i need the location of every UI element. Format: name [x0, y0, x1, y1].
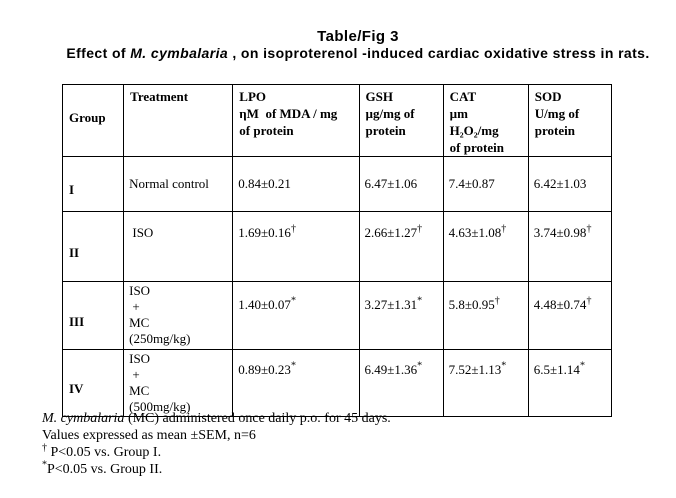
value-text: 0.84±0.21	[238, 176, 291, 191]
value-text: 2.66±1.27	[364, 225, 418, 240]
value-cell: 3.74±0.98†	[527, 211, 613, 282]
value-text: 4.48±0.74	[533, 297, 587, 312]
treatment-cell: Normal control	[123, 156, 234, 212]
footnote-text: P<0.05 vs. Group I.	[47, 445, 162, 460]
column-header-sod: SOD U/mg of protein	[527, 84, 613, 157]
group-cell: II	[61, 211, 125, 282]
significance-marker: *	[290, 295, 296, 307]
treatment-cell: ISO	[123, 211, 234, 282]
value-text: 5.8±0.95	[448, 297, 495, 312]
value-text: 6.42±1.03	[533, 176, 587, 191]
value-text: 6.47±1.06	[364, 176, 418, 191]
dagger-marker: †	[42, 442, 47, 454]
significance-marker: *	[417, 360, 423, 372]
value-text: 1.40±0.07	[238, 297, 291, 312]
value-text: 0.89±0.23	[238, 362, 291, 377]
column-header-gsh: GSH µg/mg of protein	[358, 84, 444, 157]
value-cell: 6.5±1.14*	[527, 349, 613, 417]
significance-marker: †	[501, 223, 507, 235]
significance-marker: †	[494, 295, 500, 307]
significance-marker: *	[290, 360, 296, 372]
significance-marker: *	[501, 360, 507, 372]
value-text: 7.52±1.13	[448, 362, 502, 377]
value-cell: 2.66±1.27†	[358, 211, 444, 282]
table-title: Table/Fig 3	[317, 28, 399, 45]
significance-marker: †	[586, 295, 592, 307]
column-header-group: Group	[61, 84, 125, 157]
value-cell: 1.69±0.16†	[232, 211, 360, 282]
value-cell: 6.42±1.03	[527, 156, 613, 212]
table-body: I Normal control 0.84±0.21 6.47±1.06 7.4±0.8…	[61, 156, 613, 417]
value-text: 1.69±0.16	[238, 225, 291, 240]
subtitle-suffix: , on isoproterenol -induced cardiac oxid…	[228, 45, 650, 61]
column-header-treatment: Treatment	[123, 84, 234, 157]
value-text: 6.5±1.14	[533, 362, 580, 377]
value-text: 3.27±1.31	[364, 297, 418, 312]
asterisk-marker: *	[42, 459, 47, 471]
subtitle-prefix: Effect of	[66, 45, 131, 61]
value-cell: 6.47±1.06	[358, 156, 444, 212]
footnote-asterisk: *P<0.05 vs. Group II.	[42, 459, 391, 478]
table-header-row: Group Treatment LPO ηM of MDA / mg of prot…	[61, 84, 613, 157]
column-header-lpo: LPO ηM of MDA / mg of protein	[232, 84, 360, 157]
group-cell: III	[61, 281, 125, 350]
value-cell: 4.63±1.08†	[442, 211, 529, 282]
table-subtitle: Effect of M. cymbalaria , on isoproteren…	[40, 45, 676, 62]
treatment-cell: ISO + MC (500mg/kg)	[123, 349, 234, 417]
value-cell: 0.89±0.23*	[232, 349, 360, 417]
footnote-administration: M. cymbalaria (MC) administered once dai…	[42, 410, 391, 427]
value-cell: 6.49±1.36*	[358, 349, 444, 417]
value-text: 4.63±1.08	[448, 225, 502, 240]
value-text: 7.4±0.87	[448, 176, 495, 191]
subtitle-species-name: M. cymbalaria	[130, 45, 229, 61]
significance-marker: †	[417, 223, 423, 235]
footnote-text: Values expressed as mean ±SEM, n=6	[42, 428, 256, 443]
value-cell: 1.40±0.07*	[232, 281, 360, 350]
footnote-text: P<0.05 vs. Group II.	[47, 462, 163, 477]
value-cell: 7.52±1.13*	[442, 349, 529, 417]
table-row-group-II: II ISO 1.69±0.16† 2.66±1.27† 4.63±1.08† 3.74…	[61, 211, 613, 282]
value-cell: 3.27±1.31*	[358, 281, 444, 350]
treatment-cell: ISO + MC (250mg/kg)	[123, 281, 234, 350]
footnote-dagger: † P<0.05 vs. Group I.	[42, 442, 391, 461]
column-header-cat: CAT µm H₂O₂/mg of protein	[442, 84, 529, 157]
footnote-mean-sem: Values expressed as mean ±SEM, n=6	[42, 427, 391, 444]
title-block: Table/Fig 3 Effect of M. cymbalaria , on…	[40, 28, 676, 62]
table-row-group-I: I Normal control 0.84±0.21 6.47±1.06 7.4±0.8…	[61, 156, 613, 212]
table-row-group-III: III ISO + MC (250mg/kg) 1.40±0.07* 3.27±1.3…	[61, 281, 613, 350]
significance-marker: †	[290, 223, 296, 235]
results-table: Group Treatment LPO ηM of MDA / mg of prot…	[61, 84, 613, 417]
value-text: 3.74±0.98	[533, 225, 587, 240]
value-cell: 4.48±0.74†	[527, 281, 613, 350]
footnotes: M. cymbalaria (MC) administered once dai…	[42, 410, 391, 478]
value-text: 6.49±1.36	[364, 362, 418, 377]
significance-marker: *	[417, 295, 423, 307]
table-row-group-IV: IV ISO + MC (500mg/kg) 0.89±0.23* 6.49±1.36…	[61, 349, 613, 417]
footnote-text: (MC) administered once daily p.o. for 45…	[124, 411, 391, 426]
significance-marker: †	[586, 223, 592, 235]
value-cell: 5.8±0.95†	[442, 281, 529, 350]
value-cell: 7.4±0.87	[442, 156, 529, 212]
value-cell: 0.84±0.21	[232, 156, 360, 212]
significance-marker: *	[579, 360, 585, 372]
group-cell: IV	[61, 349, 125, 417]
footnote-species-name: M. cymbalaria	[42, 411, 125, 426]
group-cell: I	[61, 156, 125, 212]
